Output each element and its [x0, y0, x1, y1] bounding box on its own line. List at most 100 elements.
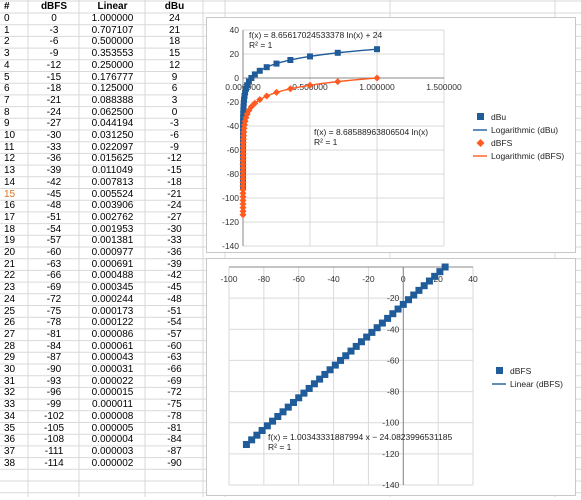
- cell-dbu[interactable]: -72: [167, 387, 182, 399]
- cell-dbu[interactable]: 24: [168, 13, 181, 24]
- header-linear[interactable]: Linear: [97, 1, 128, 12]
- cell-dbfs[interactable]: -18: [46, 83, 62, 95]
- cell-dbu[interactable]: 6: [171, 83, 178, 95]
- cell-linear[interactable]: 0.005524: [91, 188, 134, 200]
- cell-dbu[interactable]: -27: [167, 211, 182, 223]
- cell-dbfs[interactable]: -66: [46, 270, 62, 282]
- cell-dbu[interactable]: -18: [167, 176, 182, 188]
- cell-dbu[interactable]: -87: [167, 445, 182, 457]
- cell-linear[interactable]: 0.000691: [91, 258, 134, 270]
- cell-linear[interactable]: 0.000002: [91, 457, 134, 469]
- cell-dbu[interactable]: -12: [167, 153, 182, 165]
- cell-linear[interactable]: 0.002762: [91, 211, 134, 223]
- row-index[interactable]: 19: [4, 235, 16, 247]
- cell-dbu[interactable]: 0: [171, 106, 178, 118]
- row-index[interactable]: 6: [4, 83, 10, 95]
- row-index[interactable]: 10: [4, 130, 16, 141]
- row-index[interactable]: 26: [4, 317, 16, 329]
- cell-linear[interactable]: 0.000086: [91, 328, 134, 340]
- row-index[interactable]: 18: [4, 223, 16, 235]
- cell-dbu[interactable]: -24: [167, 200, 182, 212]
- cell-dbfs[interactable]: -72: [46, 293, 62, 305]
- cell-dbu[interactable]: -51: [167, 305, 182, 317]
- cell-dbfs[interactable]: -93: [46, 375, 62, 387]
- row-index[interactable]: 14: [4, 176, 16, 188]
- cell-linear[interactable]: 0.353553: [91, 48, 134, 60]
- cell-linear[interactable]: 0.176777: [91, 71, 134, 83]
- cell-linear[interactable]: 0.000244: [91, 293, 134, 305]
- cell-linear[interactable]: 1.000000: [91, 13, 134, 24]
- cell-dbu[interactable]: -30: [167, 223, 182, 235]
- cell-linear[interactable]: 0.000061: [91, 340, 134, 352]
- cell-dbu[interactable]: -75: [167, 399, 182, 411]
- cell-dbu[interactable]: 12: [168, 59, 181, 71]
- row-index[interactable]: 11: [4, 141, 15, 153]
- cell-dbfs[interactable]: -45: [46, 188, 62, 200]
- cell-dbu[interactable]: -78: [167, 410, 182, 422]
- row-index[interactable]: 22: [4, 270, 16, 282]
- cell-dbfs[interactable]: -87: [46, 352, 62, 364]
- cell-dbfs[interactable]: -108: [43, 434, 64, 446]
- cell-dbfs[interactable]: -24: [46, 106, 62, 118]
- row-index[interactable]: 23: [4, 282, 16, 294]
- header-index[interactable]: #: [4, 1, 10, 12]
- cell-dbfs[interactable]: -54: [46, 223, 62, 235]
- row-index[interactable]: 7: [4, 94, 10, 106]
- row-index[interactable]: 3: [4, 48, 10, 60]
- cell-linear[interactable]: 0.001381: [91, 235, 134, 247]
- cell-dbfs[interactable]: -60: [46, 247, 62, 258]
- cell-dbu[interactable]: -6: [170, 130, 179, 141]
- cell-linear[interactable]: 0.000008: [91, 410, 134, 422]
- cell-dbu[interactable]: -42: [167, 270, 182, 282]
- cell-linear[interactable]: 0.022097: [91, 141, 134, 153]
- cell-dbu[interactable]: -54: [167, 317, 182, 329]
- cell-dbu[interactable]: -81: [167, 422, 182, 434]
- cell-dbfs[interactable]: -15: [46, 71, 62, 83]
- cell-dbu[interactable]: -84: [167, 434, 182, 446]
- cell-dbfs[interactable]: -96: [46, 387, 62, 399]
- cell-dbfs[interactable]: -78: [46, 317, 62, 329]
- row-index[interactable]: 17: [4, 211, 16, 223]
- cell-dbu[interactable]: -9: [170, 141, 179, 153]
- cell-linear[interactable]: 0.015625: [91, 153, 134, 165]
- cell-dbu[interactable]: 3: [171, 94, 178, 106]
- cell-dbfs[interactable]: -75: [46, 305, 62, 317]
- cell-dbfs[interactable]: -36: [46, 153, 62, 165]
- cell-dbu[interactable]: -57: [167, 328, 182, 340]
- cell-linear[interactable]: 0.707107: [91, 24, 134, 36]
- row-index[interactable]: 32: [4, 387, 16, 399]
- row-index[interactable]: 33: [4, 399, 16, 411]
- cell-linear[interactable]: 0.000122: [91, 317, 134, 329]
- cell-dbfs[interactable]: -27: [46, 118, 62, 130]
- cell-dbfs[interactable]: -51: [46, 211, 62, 223]
- cell-linear[interactable]: 0.000043: [91, 352, 134, 364]
- cell-linear[interactable]: 0.250000: [91, 59, 134, 71]
- row-index[interactable]: 38: [4, 457, 16, 469]
- row-index[interactable]: 1: [4, 24, 10, 36]
- row-index[interactable]: 20: [4, 247, 16, 258]
- chart-linear-trend[interactable]: -100-80-60-40-2002040-20-40-60-80-100-12…: [206, 258, 576, 496]
- cell-dbu[interactable]: 15: [168, 48, 181, 60]
- row-index[interactable]: 2: [4, 36, 10, 48]
- row-index[interactable]: 4: [4, 59, 10, 71]
- row-index[interactable]: 28: [4, 340, 16, 352]
- row-index[interactable]: 9: [4, 118, 10, 130]
- row-index[interactable]: 31: [4, 375, 16, 387]
- cell-dbu[interactable]: -90: [167, 457, 182, 469]
- cell-dbu[interactable]: -3: [170, 118, 179, 130]
- cell-dbu[interactable]: 18: [168, 36, 181, 48]
- row-index[interactable]: 8: [4, 106, 10, 118]
- cell-dbfs[interactable]: -9: [49, 48, 59, 60]
- cell-linear[interactable]: 0.000022: [91, 375, 134, 387]
- cell-linear[interactable]: 0.011049: [92, 165, 133, 177]
- row-index[interactable]: 15: [4, 188, 16, 200]
- row-index[interactable]: 21: [4, 258, 16, 270]
- header-dbu[interactable]: dBu: [164, 1, 185, 12]
- cell-dbfs[interactable]: -42: [46, 176, 62, 188]
- cell-linear[interactable]: 0.000031: [91, 364, 134, 375]
- cell-dbfs[interactable]: -111: [44, 445, 64, 457]
- cell-linear[interactable]: 0.031250: [91, 130, 134, 141]
- cell-dbfs[interactable]: -114: [44, 457, 64, 469]
- cell-dbu[interactable]: -39: [167, 258, 182, 270]
- cell-dbfs[interactable]: -57: [46, 235, 62, 247]
